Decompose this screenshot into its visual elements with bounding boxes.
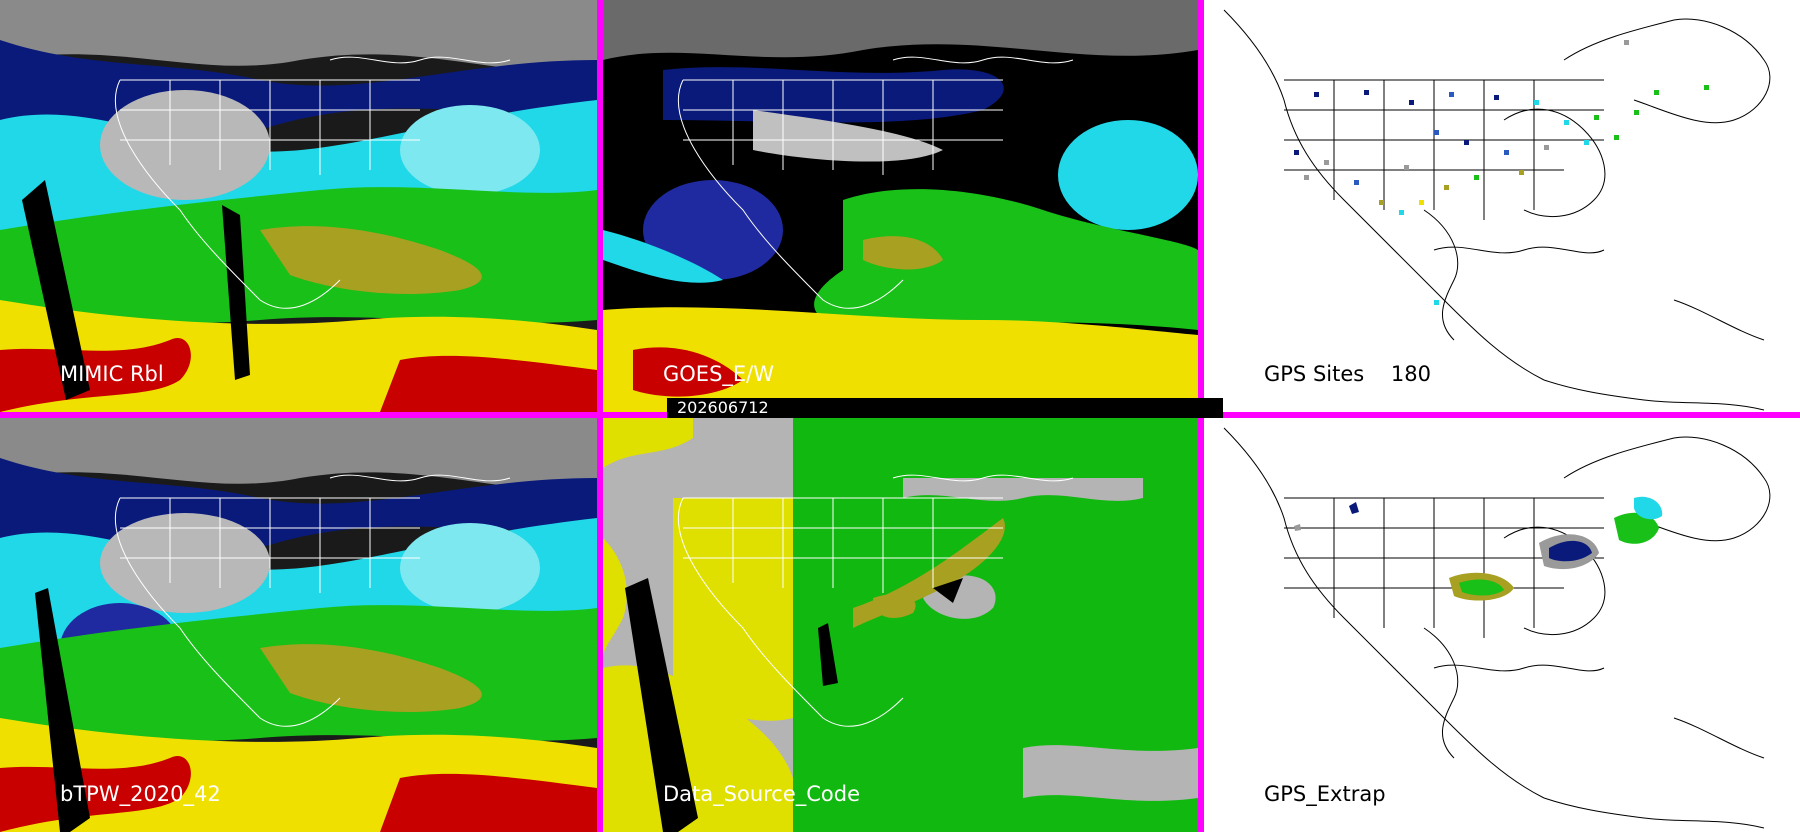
goes-tpw-map (603, 0, 1198, 412)
mimic-tpw-panel: MIMIC Rbl (0, 0, 597, 412)
btpw-panel-label: bTPW_2020_42 (60, 782, 221, 806)
data-source-code-panel-label: Data_Source_Code (663, 782, 861, 806)
timestamp-bar: 202606712 (667, 398, 1223, 418)
mimic-tpw-map (0, 0, 597, 412)
gps-sites-panel: GPS Sites 180 (1204, 0, 1800, 412)
gps-extrap-map (1204, 418, 1800, 832)
goes-panel-label: GOES_E/W (663, 362, 775, 386)
gps-extrap-panel-label: GPS_Extrap (1264, 782, 1386, 806)
btpw-map (0, 418, 597, 832)
mimic-panel-label: MIMIC Rbl (60, 362, 164, 386)
data-source-code-map (603, 418, 1198, 832)
gps-extrap-panel: GPS_Extrap (1204, 418, 1800, 832)
data-source-code-panel: Data_Source_Code (603, 418, 1198, 832)
gps-sites-map (1204, 0, 1800, 412)
gps-sites-panel-label: GPS Sites 180 (1264, 362, 1431, 386)
goes-tpw-panel: GOES_E/W (603, 0, 1198, 412)
btpw-panel: bTPW_2020_42 (0, 418, 597, 832)
